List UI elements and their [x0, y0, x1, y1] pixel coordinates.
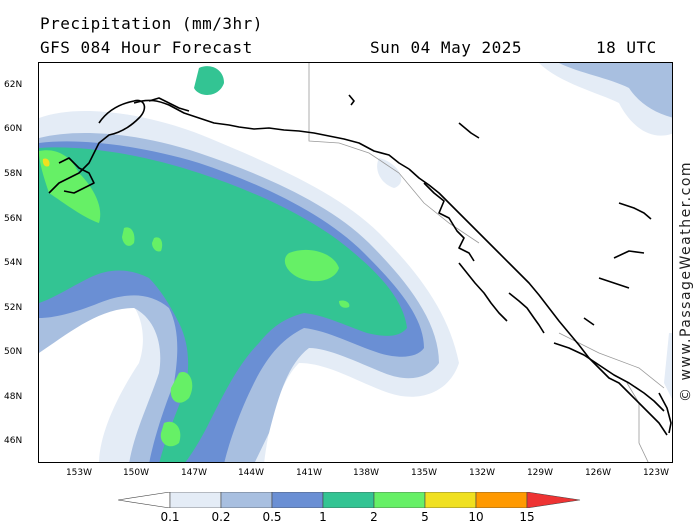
lat-label-48n: 48N: [4, 392, 23, 402]
lon-label-147w: 147W: [180, 468, 208, 478]
precip-layer-very-heavy: [42, 158, 50, 167]
legend-swatch-above-15: [526, 492, 581, 508]
lon-label-150w: 150W: [122, 468, 150, 478]
legend-swatch-0-5: [271, 492, 324, 508]
country-border: [308, 63, 665, 462]
lon-label-141w: 141W: [295, 468, 323, 478]
legend-label-5: 5: [421, 510, 429, 524]
legend-label-15: 15: [519, 510, 535, 524]
legend-label-0-2: 0.2: [211, 510, 231, 524]
lon-label-138w: 138W: [352, 468, 380, 478]
legend-label-0-1: 0.1: [160, 510, 180, 524]
legend-swatch-1: [322, 492, 375, 508]
copyright-text: © www.PassageWeather.com: [678, 160, 694, 402]
lat-label-46n: 46N: [4, 436, 23, 446]
forecast-label: GFS 084 Hour Forecast: [40, 38, 253, 57]
lon-label-144w: 144W: [237, 468, 265, 478]
lon-label-132w: 132W: [468, 468, 496, 478]
legend-label-0-5: 0.5: [262, 510, 282, 524]
legend-swatch-0-1: [169, 492, 222, 508]
legend-swatch-2: [373, 492, 426, 508]
legend-swatch-10: [475, 492, 528, 508]
legend-label-1: 1: [319, 510, 327, 524]
lat-label-62n: 62N: [4, 80, 23, 90]
map-title: Precipitation (mm/3hr): [40, 14, 263, 33]
lat-label-50n: 50N: [4, 347, 23, 357]
precipitation-map: [38, 62, 673, 463]
legend-swatch-5: [424, 492, 477, 508]
legend-swatch-0-2: [220, 492, 273, 508]
lat-label-56n: 56N: [4, 214, 23, 224]
legend-label-10: 10: [468, 510, 484, 524]
map-canvas: [39, 63, 672, 462]
forecast-date: Sun 04 May 2025: [370, 38, 522, 57]
lon-label-153w: 153W: [65, 468, 93, 478]
coastline: [48, 94, 672, 436]
lat-label-60n: 60N: [4, 124, 23, 134]
lon-label-135w: 135W: [410, 468, 438, 478]
lat-label-52n: 52N: [4, 303, 23, 313]
precip-layer-heavy: [39, 150, 350, 447]
precip-legend: [118, 492, 581, 508]
lon-label-126w: 126W: [584, 468, 612, 478]
lat-label-58n: 58N: [4, 169, 23, 179]
lon-label-123w: 123W: [642, 468, 670, 478]
legend-label-2: 2: [370, 510, 378, 524]
legend-swatch-below-0-1: [118, 492, 171, 508]
lon-label-129w: 129W: [526, 468, 554, 478]
forecast-time: 18 UTC: [596, 38, 657, 57]
lat-label-54n: 54N: [4, 258, 23, 268]
